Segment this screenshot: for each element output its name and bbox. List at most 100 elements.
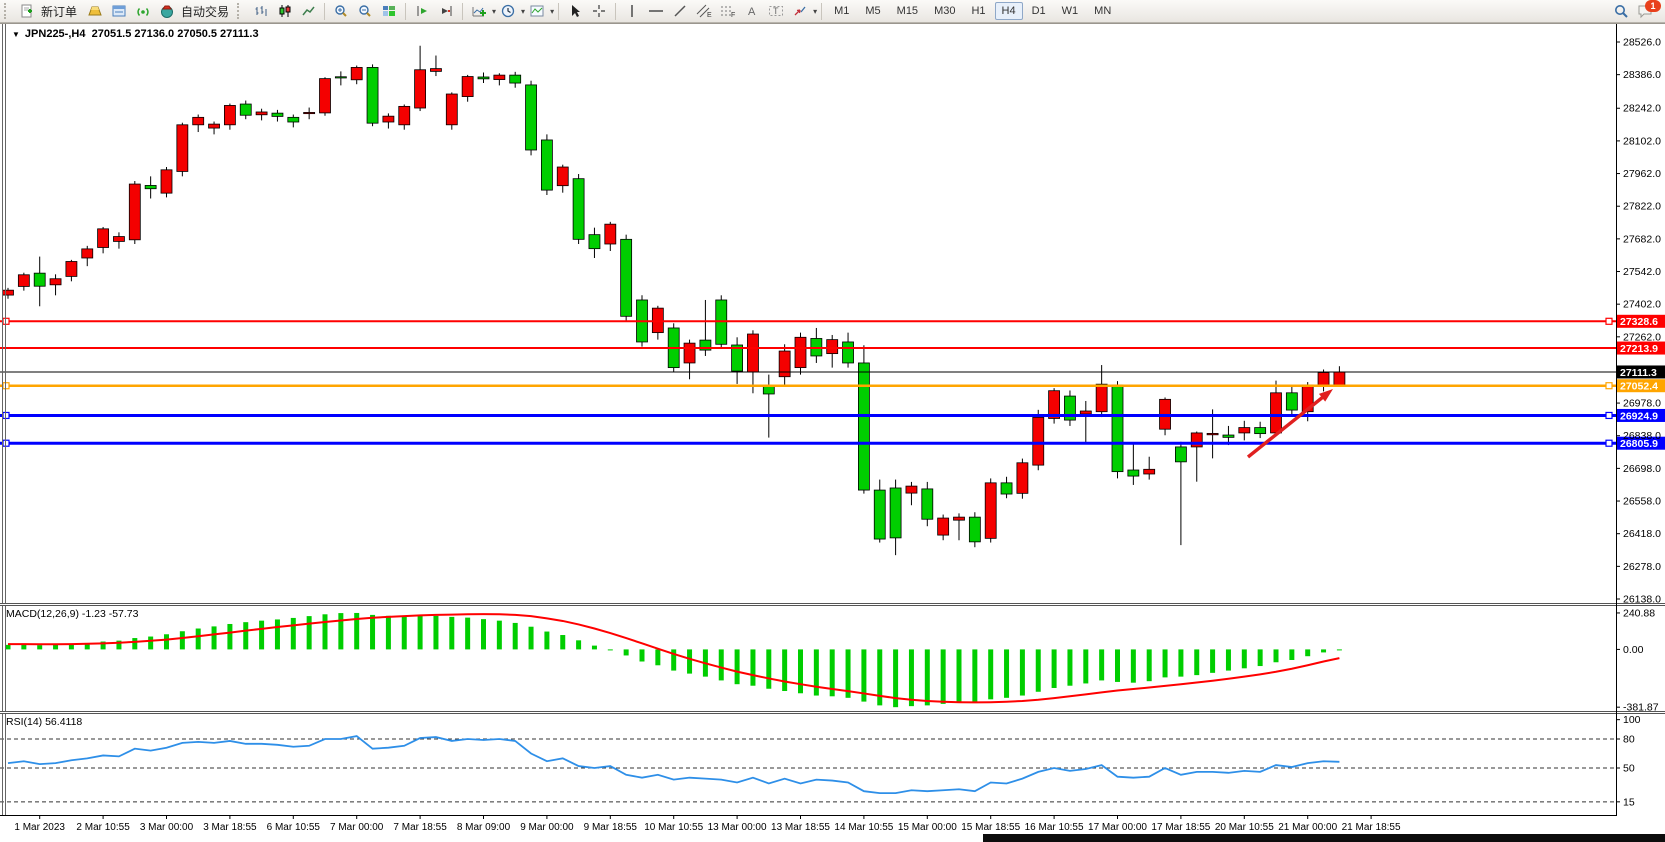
- timeframe-H1[interactable]: H1: [971, 5, 986, 17]
- panel-separator[interactable]: [0, 711, 1665, 714]
- macd-histogram-bar: [639, 649, 645, 662]
- trend-arrow-shaft[interactable]: [1246, 394, 1326, 459]
- text-label-icon[interactable]: T: [764, 1, 788, 21]
- horizontal-line-icon[interactable]: [644, 1, 668, 21]
- candle-up: [794, 336, 807, 369]
- candle-down: [1254, 427, 1267, 435]
- macd-histogram-bar: [401, 616, 407, 650]
- periods-clock-icon[interactable]: [496, 1, 520, 21]
- svg-text:F: F: [731, 12, 735, 18]
- auto-trading-button[interactable]: 自动交易: [181, 4, 230, 19]
- candle-up: [905, 485, 918, 494]
- new-order-icon[interactable]: [15, 1, 39, 21]
- rsi-tick-label: 15: [1623, 796, 1635, 808]
- candle-down: [334, 76, 347, 79]
- chart-background: [0, 24, 1665, 842]
- fibonacci-icon[interactable]: F: [716, 1, 740, 21]
- new-order-button[interactable]: 新订单: [41, 4, 78, 19]
- gold-icon[interactable]: [83, 1, 107, 21]
- price-flag-label: 26924.9: [1620, 410, 1658, 422]
- macd-histogram-bar: [84, 643, 90, 650]
- timeframe-M1[interactable]: M1: [834, 5, 850, 17]
- hline-handle[interactable]: [1605, 439, 1613, 447]
- price-tick-label: 26418.0: [1623, 528, 1661, 540]
- auto-scroll-icon[interactable]: [410, 1, 434, 21]
- candle-up: [826, 339, 839, 355]
- terminal-window-icon[interactable]: [107, 1, 131, 21]
- trendline-icon[interactable]: [668, 1, 692, 21]
- rsi-tick-label: 80: [1623, 733, 1635, 745]
- candle-up: [461, 76, 474, 97]
- macd-histogram-bar: [1257, 649, 1263, 667]
- chart-ohlc-readout: 27051.5 27136.0 27050.5 27111.3: [91, 28, 259, 40]
- indicators-dropdown-caret[interactable]: ▾: [492, 6, 497, 16]
- timeframe-M5[interactable]: M5: [865, 5, 881, 17]
- line-chart-icon[interactable]: [296, 1, 320, 21]
- text-icon[interactable]: A: [740, 1, 764, 21]
- timeframe-M30[interactable]: M30: [934, 5, 956, 17]
- candle-down: [699, 339, 712, 351]
- candle-up: [430, 68, 442, 72]
- bar-chart-icon[interactable]: [248, 1, 272, 21]
- timeframe-W1[interactable]: W1: [1061, 5, 1079, 17]
- hline-handle[interactable]: [1605, 382, 1613, 390]
- timeframe-MN[interactable]: MN: [1094, 5, 1112, 17]
- price-tick-label: 28526.0: [1623, 37, 1661, 49]
- macd-histogram-bar: [893, 649, 899, 708]
- periods-dropdown-caret[interactable]: ▾: [521, 6, 526, 16]
- tile-windows-icon[interactable]: [377, 1, 401, 21]
- indicators-icon[interactable]: [467, 1, 491, 21]
- toolbar-grip-2[interactable]: [237, 3, 244, 19]
- timeframe-H4[interactable]: H4: [994, 2, 1023, 20]
- equidistant-channel-icon[interactable]: E: [692, 1, 716, 21]
- macd-histogram-bar: [179, 631, 185, 650]
- crosshair-icon[interactable]: [587, 1, 611, 21]
- toolbar-grip[interactable]: [4, 3, 11, 19]
- candle-down: [366, 67, 379, 124]
- macd-tick-label: 0.00: [1623, 644, 1644, 656]
- hline-handle[interactable]: [1605, 317, 1613, 325]
- cursor-icon[interactable]: [563, 1, 587, 21]
- chart-shift-icon[interactable]: [434, 1, 458, 21]
- rsi-line: [7, 735, 1340, 795]
- macd-histogram-bar: [227, 623, 233, 650]
- arrows-objects-icon[interactable]: [788, 1, 812, 21]
- hline-handle[interactable]: [1605, 411, 1613, 420]
- zoom-out-icon[interactable]: [353, 1, 377, 21]
- zoom-in-icon[interactable]: [329, 1, 353, 21]
- candle-up: [350, 67, 363, 81]
- panel-separator[interactable]: [0, 603, 1665, 606]
- candlestick-chart-icon[interactable]: [272, 1, 296, 21]
- candle-down: [1222, 434, 1235, 438]
- candle-down: [541, 139, 553, 191]
- macd-histogram-bar: [924, 649, 930, 706]
- macd-histogram-bar: [1019, 649, 1025, 696]
- templates-icon[interactable]: [525, 1, 549, 21]
- time-tick-label: 17 Mar 00:00: [1088, 822, 1147, 833]
- price-flag-label: 27213.9: [1620, 343, 1658, 355]
- macd-histogram-bar: [243, 622, 249, 650]
- vertical-line-icon[interactable]: [620, 1, 644, 21]
- price-tick-label: 26558.0: [1623, 496, 1661, 508]
- chart-menu-triangle-icon[interactable]: ▼: [12, 30, 20, 39]
- candle-up: [604, 223, 617, 245]
- trend-arrow-head[interactable]: [1318, 389, 1333, 402]
- price-flag-label: 27111.3: [1620, 367, 1657, 379]
- price-tick-label: 28386.0: [1623, 69, 1661, 81]
- price-flag: [1617, 365, 1665, 379]
- timeframe-bar: M1 M5 M15 M30 H1 H4 D1 W1 MN: [826, 2, 1119, 20]
- candle-up: [223, 105, 236, 126]
- search-icon[interactable]: [1609, 1, 1633, 21]
- timeframe-M15[interactable]: M15: [896, 5, 919, 17]
- auto-trading-icon[interactable]: [155, 1, 179, 21]
- arrows-dropdown-caret[interactable]: ▾: [813, 6, 818, 16]
- timeframe-D1[interactable]: D1: [1031, 5, 1046, 17]
- signal-icon[interactable]: [131, 1, 155, 21]
- macd-histogram-bar: [290, 617, 296, 650]
- candle-up: [65, 261, 78, 277]
- notifications-icon[interactable]: 1: [1633, 0, 1661, 21]
- time-tick-label: 13 Mar 00:00: [708, 822, 767, 833]
- macd-histogram-bar: [1130, 649, 1136, 683]
- templates-dropdown-caret[interactable]: ▾: [550, 6, 555, 16]
